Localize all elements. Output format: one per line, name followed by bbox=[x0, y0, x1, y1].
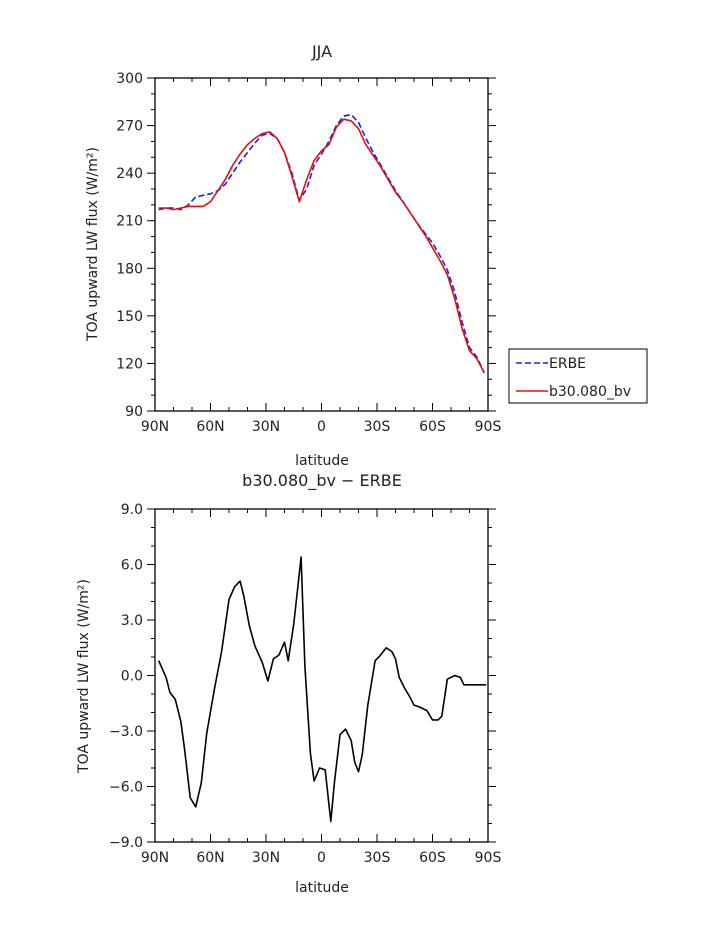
y-tick-label-top: 300 bbox=[116, 71, 143, 87]
x-tick-label-top: 30N bbox=[252, 419, 280, 435]
x-tick-label-bottom: 90S bbox=[475, 850, 502, 866]
y-tick-label-top: 270 bbox=[116, 119, 143, 135]
x-tick-label-top: 0 bbox=[317, 419, 326, 435]
y-tick-label-bottom: −3.0 bbox=[109, 724, 143, 740]
chart-title-top: JJA bbox=[311, 42, 332, 61]
y-tick-label-top: 240 bbox=[116, 166, 143, 182]
legend-label-erbe: ERBE bbox=[549, 356, 586, 372]
x-tick-label-top: 90N bbox=[141, 419, 169, 435]
x-tick-label-bottom: 90N bbox=[141, 850, 169, 866]
x-tick-label-bottom: 30N bbox=[252, 850, 280, 866]
chart-title-bottom: b30.080_bv − ERBE bbox=[242, 471, 402, 491]
legend-box bbox=[508, 348, 648, 404]
plot-frame-bottom bbox=[154, 508, 489, 843]
x-tick-label-bottom: 60S bbox=[419, 850, 446, 866]
x-axis-label-bottom: latitude bbox=[295, 880, 349, 896]
y-tick-label-bottom: 3.0 bbox=[121, 613, 143, 629]
x-tick-label-bottom: 0 bbox=[317, 850, 326, 866]
plot-frame-top bbox=[154, 77, 489, 412]
x-tick-label-top: 90S bbox=[475, 419, 502, 435]
y-tick-label-top: 90 bbox=[125, 404, 143, 420]
y-tick-label-bottom: −6.0 bbox=[109, 780, 143, 796]
y-axis-label-bottom: TOA upward LW flux (W/m²) bbox=[76, 579, 92, 774]
x-tick-label-bottom: 30S bbox=[364, 850, 391, 866]
x-axis-label-top: latitude bbox=[295, 453, 349, 469]
y-tick-label-bottom: 6.0 bbox=[121, 558, 143, 574]
y-axis-label-top: TOA upward LW flux (W/m²) bbox=[85, 147, 101, 342]
panel-top-jja: JJA TOA upward LW flux (W/m²) latitude E… bbox=[85, 42, 648, 469]
legend-label-b30: b30.080_bv bbox=[549, 384, 631, 400]
y-tick-label-top: 150 bbox=[116, 309, 143, 325]
series-line-b30-080-bv bbox=[158, 118, 486, 374]
y-tick-label-bottom: 9.0 bbox=[121, 502, 143, 518]
y-tick-label-top: 180 bbox=[116, 261, 143, 277]
x-tick-label-top: 60N bbox=[196, 419, 224, 435]
panel-bottom-difference: b30.080_bv − ERBE TOA upward LW flux (W/… bbox=[76, 471, 501, 896]
series-line-erbe bbox=[158, 113, 486, 374]
series-line-difference bbox=[157, 556, 487, 823]
y-tick-label-top: 120 bbox=[116, 356, 143, 372]
y-tick-label-top: 210 bbox=[116, 214, 143, 230]
x-tick-label-top: 30S bbox=[364, 419, 391, 435]
x-tick-label-top: 60S bbox=[419, 419, 446, 435]
y-tick-label-bottom: 0.0 bbox=[121, 669, 143, 685]
x-tick-label-bottom: 60N bbox=[196, 850, 224, 866]
y-tick-label-bottom: −9.0 bbox=[109, 835, 143, 851]
legend: ERBE b30.080_bv bbox=[508, 348, 648, 404]
